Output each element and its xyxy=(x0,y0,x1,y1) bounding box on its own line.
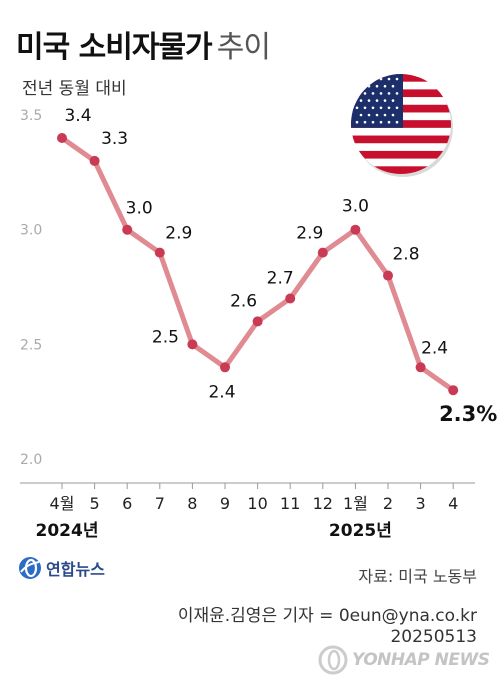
y-tick-label: 3.0 xyxy=(20,223,42,239)
value-label: 2.4 xyxy=(421,338,448,358)
value-label: 3.4 xyxy=(64,106,91,126)
value-label: 3.0 xyxy=(342,197,369,217)
data-point xyxy=(89,155,100,166)
value-label: 2.8 xyxy=(392,245,419,265)
data-point xyxy=(317,247,328,258)
x-tick-label: 6 xyxy=(122,494,132,513)
data-point xyxy=(285,293,296,304)
data-point xyxy=(350,224,361,235)
x-tick-label: 2 xyxy=(383,494,393,513)
value-label: 2.9 xyxy=(296,224,323,244)
x-tick-label: 8 xyxy=(187,494,197,513)
x-tick-label: 10 xyxy=(247,494,267,513)
x-tick-label: 4월 xyxy=(50,494,75,513)
credit: 이재윤.김영은 기자 = 0eun@yna.co.kr 20250513 xyxy=(178,606,477,648)
value-label: 2.9 xyxy=(165,224,192,244)
data-point xyxy=(415,362,426,373)
logo-text: 연합뉴스 xyxy=(46,560,105,579)
value-label: 2.4 xyxy=(208,382,235,402)
credit-line2: 20250513 xyxy=(390,627,477,647)
us-flag-icon xyxy=(351,74,453,177)
value-label: 2.7 xyxy=(267,268,294,288)
x-tick-label: 9 xyxy=(220,494,230,513)
chart-title: 미국 소비자물가 추이 xyxy=(16,22,271,66)
watermark-text: YONHAP NEWS xyxy=(352,650,490,670)
watermark: YONHAP NEWS xyxy=(318,645,490,675)
credit-line1: 이재윤.김영은 기자 = 0eun@yna.co.kr xyxy=(177,606,477,626)
data-point xyxy=(57,132,67,143)
value-label: 3.0 xyxy=(126,199,153,219)
yonhap-logo: 연합뉴스 xyxy=(18,556,105,580)
x-tick-label: 1월 xyxy=(343,494,368,513)
data-point xyxy=(252,316,263,327)
x-tick-label: 4 xyxy=(448,494,458,513)
x-tick-label: 11 xyxy=(280,494,300,513)
value-label: 3.3 xyxy=(101,129,128,149)
data-point xyxy=(154,247,165,258)
value-label: 2.5 xyxy=(152,327,179,347)
x-tick-label: 5 xyxy=(90,494,100,513)
y-tick-label: 2.0 xyxy=(20,452,42,468)
source-text: 자료: 미국 노동부 xyxy=(358,567,477,586)
data-point xyxy=(448,385,459,396)
year-label: 2024년 xyxy=(36,521,99,541)
yonhap-logo-icon xyxy=(19,557,41,579)
x-tick-label: 12 xyxy=(313,494,333,513)
y-tick-label: 3.5 xyxy=(20,108,42,124)
value-label: 2.3% xyxy=(439,402,497,426)
data-point xyxy=(383,270,393,281)
x-tick-label: 7 xyxy=(155,494,165,513)
data-point xyxy=(122,224,133,235)
yonhap-watermark-icon xyxy=(318,645,348,675)
year-label: 2025년 xyxy=(329,521,392,541)
title-main: 미국 소비자물가 xyxy=(16,30,213,65)
y-tick-label: 2.5 xyxy=(20,337,42,353)
x-tick-label: 3 xyxy=(416,494,426,513)
value-label: 2.6 xyxy=(230,291,257,311)
data-point xyxy=(220,362,230,373)
title-light: 추이 xyxy=(216,30,271,65)
data-point xyxy=(187,339,198,350)
chart-subtitle: 전년 동월 대비 xyxy=(22,79,127,99)
